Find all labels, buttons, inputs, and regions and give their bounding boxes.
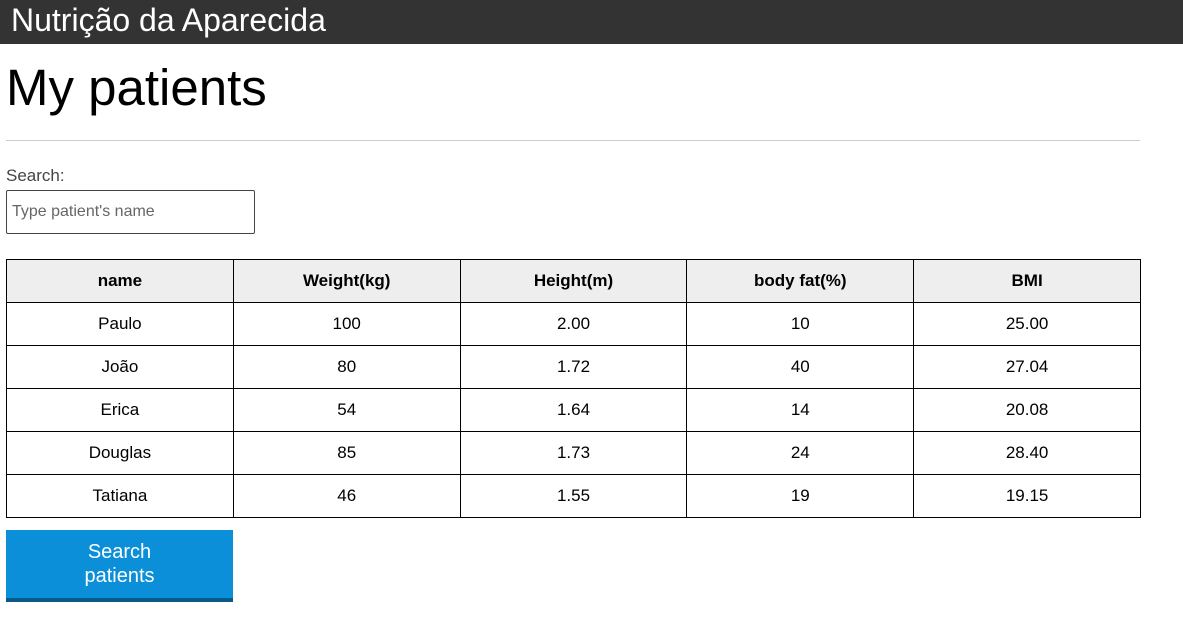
table-row: João 80 1.72 40 27.04	[6, 345, 1141, 389]
cell-weight: 46	[232, 474, 461, 518]
patients-table: name Weight(kg) Height(m) body fat(%) BM…	[6, 259, 1141, 518]
cell-bmi: 27.04	[913, 345, 1141, 389]
search-patients-button[interactable]: Search patients	[6, 530, 233, 602]
table-row: Tatiana 46 1.55 19 19.15	[6, 474, 1141, 518]
table-row: Paulo 100 2.00 10 25.00	[6, 302, 1141, 346]
table-row: Douglas 85 1.73 24 28.40	[6, 431, 1141, 475]
cell-name: Douglas	[6, 431, 234, 475]
search-input[interactable]	[6, 190, 255, 234]
brand-title: Nutrição da Aparecida	[11, 2, 326, 38]
cell-name: Paulo	[6, 302, 234, 346]
column-header-bmi: BMI	[913, 259, 1141, 303]
page-title: My patients	[6, 59, 267, 116]
cell-height: 1.55	[459, 474, 688, 518]
cell-height: 1.64	[459, 388, 688, 432]
cell-weight: 54	[232, 388, 461, 432]
cell-body-fat: 19	[686, 474, 915, 518]
cell-name: Tatiana	[6, 474, 234, 518]
cell-weight: 85	[232, 431, 461, 475]
cell-name: Erica	[6, 388, 234, 432]
cell-height: 1.72	[459, 345, 688, 389]
column-header-body-fat: body fat(%)	[686, 259, 915, 303]
cell-bmi: 20.08	[913, 388, 1141, 432]
cell-body-fat: 10	[686, 302, 915, 346]
cell-body-fat: 24	[686, 431, 915, 475]
cell-bmi: 28.40	[913, 431, 1141, 475]
divider	[6, 140, 1140, 141]
main-content: My patients Search: name Weight(kg) Heig…	[0, 58, 1141, 602]
column-header-weight: Weight(kg)	[232, 259, 461, 303]
cell-body-fat: 40	[686, 345, 915, 389]
search-label: Search:	[6, 166, 65, 185]
column-header-height: Height(m)	[459, 259, 688, 303]
cell-weight: 100	[232, 302, 461, 346]
top-header: Nutrição da Aparecida	[0, 0, 1183, 44]
cell-height: 1.73	[459, 431, 688, 475]
cell-body-fat: 14	[686, 388, 915, 432]
cell-name: João	[6, 345, 234, 389]
column-header-name: name	[6, 259, 234, 303]
cell-bmi: 19.15	[913, 474, 1141, 518]
table-header-row: name Weight(kg) Height(m) body fat(%) BM…	[6, 259, 1141, 303]
cell-weight: 80	[232, 345, 461, 389]
table-row: Erica 54 1.64 14 20.08	[6, 388, 1141, 432]
cell-bmi: 25.00	[913, 302, 1141, 346]
cell-height: 2.00	[459, 302, 688, 346]
